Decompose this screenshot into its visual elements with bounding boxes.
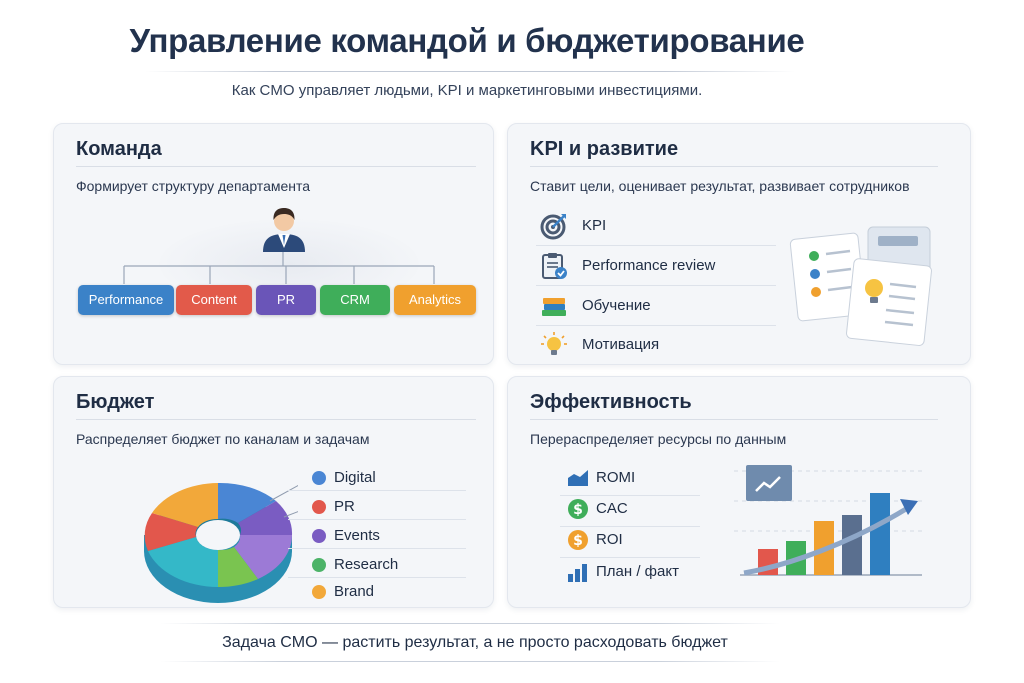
kpi-item-label: KPI — [582, 217, 607, 234]
legend-dot — [312, 471, 326, 485]
bar-chart-icon — [568, 564, 587, 582]
kpi-card: KPI и развитие Ставит цели, оценивает ре… — [507, 123, 971, 365]
kpi-item-label: Мотивация — [582, 336, 660, 353]
budget-card: Бюджет Распределяет бюджет по каналам и … — [53, 376, 494, 608]
legend-label: Events — [334, 527, 380, 544]
dept-analytics: Analytics — [394, 285, 476, 315]
footer-divider-bottom — [160, 661, 780, 662]
efficiency-item-label: План / факт — [596, 563, 679, 580]
books-icon — [542, 298, 566, 316]
team-card-divider — [76, 166, 476, 167]
budget-card-subtitle: Распределяет бюджет по каналам и задачам — [76, 431, 370, 447]
kpi-divider — [536, 285, 776, 286]
efficiency-item-romi: ROMI — [566, 466, 726, 490]
team-card: Команда Формирует структуру департамента… — [53, 123, 494, 365]
legend-label: Research — [334, 556, 399, 573]
legend-divider — [288, 548, 466, 549]
page-subtitle: Как CMO управляет людьми, KPI и маркетин… — [231, 82, 703, 99]
legend-label: PR — [334, 498, 355, 515]
svg-text:$: $ — [573, 502, 583, 518]
efficiency-item-roi: $ ROI — [566, 528, 726, 552]
chart-up-icon — [568, 470, 588, 486]
footer-tagline: Задача CMO — растить результат, а не про… — [222, 634, 728, 651]
efficiency-divider — [560, 526, 700, 527]
efficiency-item-label: ROMI — [596, 469, 636, 486]
title-divider — [145, 71, 795, 72]
clipboard-icon — [542, 253, 567, 279]
legend-label: Digital — [334, 469, 376, 486]
kpi-card-subtitle: Ставит цели, оценивает результат, развив… — [530, 178, 910, 194]
budget-card-divider — [76, 419, 476, 420]
legend-label: Brand — [334, 583, 375, 600]
lightbulb-icon — [541, 332, 567, 355]
budget-card-title: Бюджет — [76, 391, 155, 413]
efficiency-card: Эффективность Перераспределяет ресурсы п… — [507, 376, 971, 608]
efficiency-item-label: CAC — [596, 500, 628, 517]
legend-dot — [312, 558, 326, 572]
efficiency-item-plan-fact: План / факт — [566, 560, 726, 584]
efficiency-card-title: Эффективность — [530, 391, 692, 413]
legend-dot — [312, 529, 326, 543]
dept-crm: CRM — [320, 285, 390, 315]
efficiency-card-divider — [530, 419, 938, 420]
efficiency-item-cac: $ CAC — [566, 497, 726, 521]
efficiency-divider — [560, 495, 700, 496]
dollar-icon: $ — [568, 499, 588, 519]
kpi-item-label: Performance review — [582, 257, 716, 274]
kpi-item-kpi: KPI — [536, 211, 776, 241]
legend-dot — [312, 500, 326, 514]
dept-content: Content — [176, 285, 252, 315]
efficiency-item-label: ROI — [596, 531, 623, 548]
target-icon — [540, 214, 566, 240]
footer-divider-top — [160, 623, 780, 624]
org-chart-lines — [123, 252, 435, 284]
dept-performance: Performance — [78, 285, 174, 315]
page-title: Управление командой и бюджетирование — [129, 22, 805, 59]
legend-divider — [288, 519, 466, 520]
dollar-icon: $ — [568, 530, 588, 550]
team-card-title: Команда — [76, 138, 162, 160]
growth-bar-chart-icon — [734, 465, 922, 576]
kpi-item-label: Обучение — [582, 297, 651, 314]
kpi-divider — [536, 245, 776, 246]
legend-divider — [288, 577, 466, 578]
budget-donut-chart — [144, 482, 298, 603]
manager-avatar-icon — [263, 208, 305, 252]
dept-pr: PR — [256, 285, 316, 315]
kpi-card-divider — [530, 166, 938, 167]
efficiency-divider — [560, 557, 700, 558]
team-card-subtitle: Формирует структуру департамента — [76, 178, 311, 194]
efficiency-card-subtitle: Перераспределяет ресурсы по данным — [530, 431, 787, 447]
svg-text:$: $ — [573, 533, 583, 549]
kpi-item-review: Performance review — [536, 251, 776, 281]
kpi-card-title: KPI и развитие — [530, 138, 679, 160]
legend-divider — [288, 490, 466, 491]
kpi-item-training: Обучение — [536, 291, 776, 321]
kpi-divider — [536, 325, 776, 326]
kpi-item-motivation: Мотивация — [536, 330, 776, 360]
legend-dot — [312, 585, 326, 599]
review-documents-icon — [789, 226, 932, 346]
